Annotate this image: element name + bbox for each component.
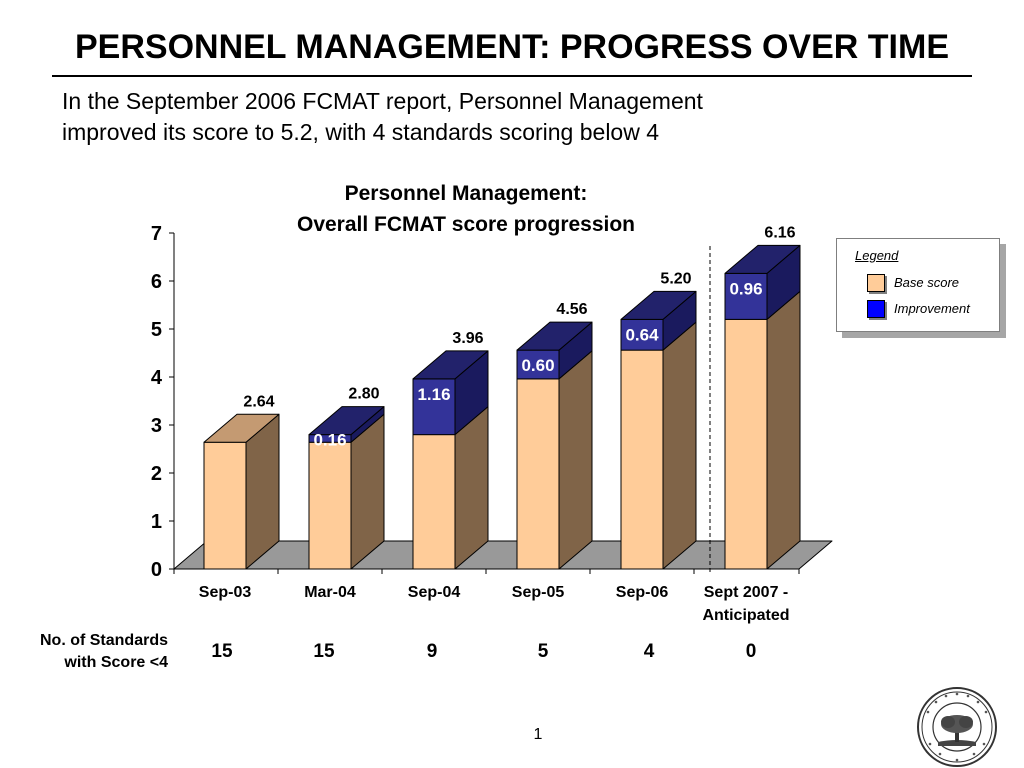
total-label-sep-03: 2.64 [243,393,274,410]
total-label-mar-04: 2.80 [348,386,379,403]
y-tick-label: 0 [151,559,162,581]
bar-improvement-top-sep-06 [620,290,697,320]
x-tick-label-sep-03: Sep-03 [199,584,252,601]
standards-count-sep-06: 4 [643,641,655,662]
bar-base-sept-2007-anticipated [724,318,768,570]
x-tick-label-sep-04: Sep-04 [408,584,461,601]
standards-row-label: No. of Standards with Score <4 [0,630,168,674]
bar-base-mar-04 [308,441,352,570]
legend-label-base-score: Base score [894,275,960,290]
title-underline [52,75,972,77]
chart-title: Personnel Management: Overall FCMAT scor… [230,178,702,240]
improvement-label-sep-04: 1.16 [417,385,450,404]
bar-base-side-sep-05 [558,350,593,570]
chart-legend: Legend Base score Improvement [836,238,1000,332]
page-number: 1 [533,726,543,743]
chart-title-line-1: Personnel Management: [344,182,588,205]
standards-count-sep-04: 9 [426,641,438,662]
district-seal-logo [917,687,997,767]
subtitle-line-1: In the September 2006 FCMAT report, Pers… [62,88,703,114]
total-label-sep-04: 3.96 [452,330,483,347]
bar-improvement-top-mar-04 [308,406,385,436]
standards-row-label-line-2: with Score <4 [64,654,168,671]
bar-improvement-top-sept-2007-anticipated [724,244,801,274]
legend-label-improvement: Improvement [894,301,970,316]
y-tick-label: 2 [151,463,162,485]
bar-base-sep-04 [412,434,456,570]
legend-swatch-improvement [867,300,885,318]
y-tick-label: 4 [151,367,163,389]
legend-title: Legend [855,248,899,263]
x-tick-label-mar-04: Mar-04 [304,584,356,601]
y-tick-label: 7 [151,223,162,245]
legend-swatch-base-score [867,274,885,292]
total-label-sep-05: 4.56 [556,301,587,318]
bar-base-sep-03 [203,441,247,570]
total-label-sep-06: 5.20 [660,270,691,287]
y-tick-label: 5 [151,319,162,341]
bar-base-side-sept-2007-anticipated [766,290,801,570]
standards-count-sept-2007: 0 [745,641,757,662]
improvement-label-mar-04: 0.16 [313,430,346,449]
bar-improvement-top-sep-04 [412,350,489,380]
bar-improvement-top-sep-05 [516,321,593,351]
subtitle-line-2: improved its score to 5.2, with 4 standa… [62,119,660,145]
chart-title-line-2: Overall FCMAT score progression [296,213,636,236]
standards-row-label-line-1: No. of Standards [39,632,168,649]
x-tick-label-sept-2007-anticipated-line-1: Sept 2007 - [704,584,788,601]
x-tick-label-sep-05: Sep-05 [512,584,565,601]
x-tick-label-sep-06: Sep-06 [616,584,669,601]
standards-count-sep-03: 15 [211,641,233,662]
slide-subtitle: In the September 2006 FCMAT report, Pers… [62,86,942,148]
improvement-label-sep-05: 0.60 [521,356,554,375]
slide-title: PERSONNEL MANAGEMENT: PROGRESS OVER TIME [74,28,950,66]
bar-base-sep-06 [620,349,664,570]
improvement-label-sep-06: 0.64 [625,325,659,344]
bar-base-sep-05 [516,378,560,570]
standards-count-mar-04: 15 [313,641,335,662]
bar-base-side-sep-06 [662,321,697,570]
y-tick-label: 6 [151,271,162,293]
y-tick-label: 1 [151,511,162,533]
total-label-sept-2007-anticipated: 6.16 [764,224,795,241]
y-tick-label: 3 [151,415,162,437]
x-tick-label-sept-2007-anticipated-line-2: Anticipated [702,607,789,624]
standards-count-sep-05: 5 [537,641,549,662]
bar-base-top-sep-03 [203,413,280,443]
improvement-label-sept-2007-anticipated: 0.96 [729,279,762,298]
